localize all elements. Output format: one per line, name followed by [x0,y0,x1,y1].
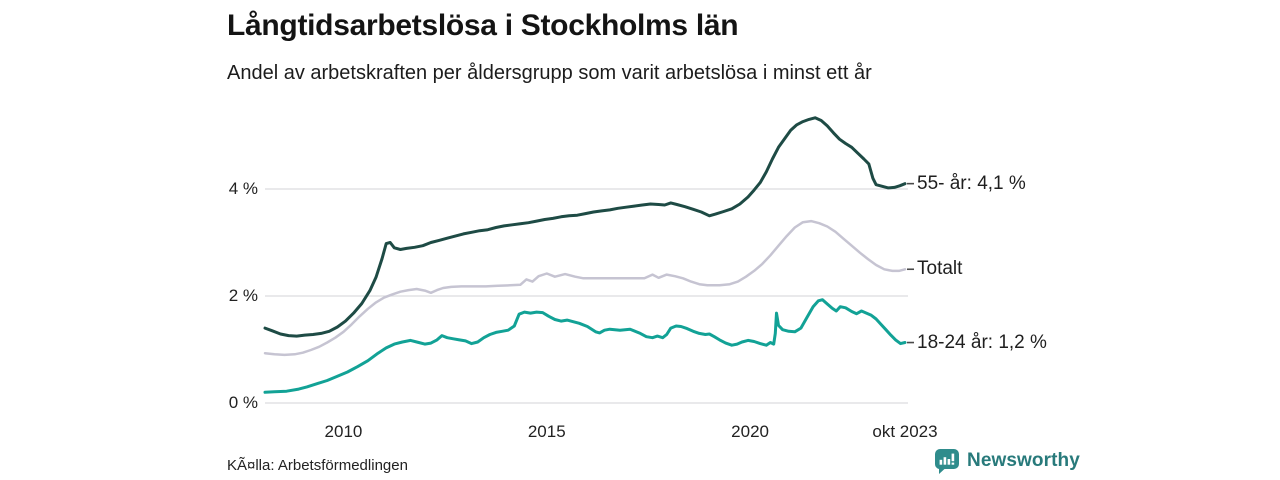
series-end-label: 18-24 år: 1,2 % [917,331,1047,353]
chart-subtitle: Andel av arbetskraften per åldersgrupp s… [227,62,872,84]
line-series-1-totalt [263,219,907,357]
line-series-0-55-r [263,116,907,338]
series-end-label: Totalt [917,258,963,280]
x-axis-tick-label: 2015 [527,422,566,441]
x-axis-tick-label: 2010 [324,422,363,441]
line-series-2-18-24-r [263,298,907,394]
series-end-label: 55- år: 4,1 % [917,172,1026,194]
y-axis-tick-label: 2 % [228,286,258,305]
x-axis-tick-label: 2020 [731,422,769,441]
newsworthy-speech-bubble-bar-chart-icon [935,449,959,474]
newsworthy-logo: Newsworthy [934,448,1080,474]
y-axis-tick-label: 4 % [228,179,258,198]
newsworthy-wordmark: Newsworthy [967,450,1080,471]
x-axis-tick-label: okt 2023 [872,422,938,441]
source-note: KÃ¤lla: Arbetsförmedlingen [227,457,408,474]
chart-title: Långtidsarbetslösa i Stockholms län [227,9,739,42]
y-axis-tick-label: 0 % [228,393,258,412]
